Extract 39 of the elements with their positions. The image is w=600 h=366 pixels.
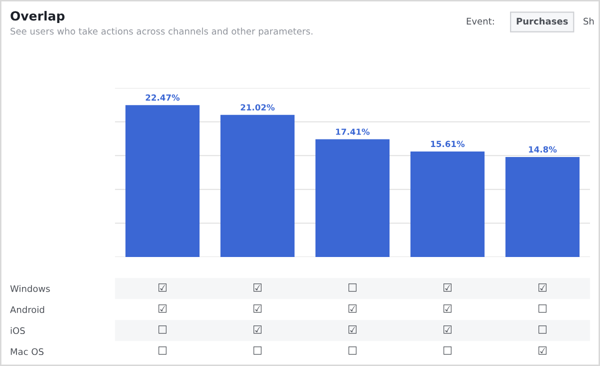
chart-title: Overlap [10, 10, 65, 24]
data-label: 17.41% [336, 128, 370, 135]
text: ☐ [158, 325, 166, 334]
text: ☐ [348, 283, 356, 292]
text: ☑ [444, 304, 452, 313]
text: ☐ [444, 346, 452, 355]
text: Sh [584, 18, 594, 25]
text: ☑ [254, 304, 262, 313]
text: ☑ [444, 283, 452, 292]
text: ☑ [158, 283, 166, 292]
bar [410, 151, 485, 257]
bar [505, 156, 580, 257]
text: ☑ [444, 325, 452, 334]
category-label: Android [10, 306, 44, 314]
text: ☑ [538, 346, 546, 355]
bar [125, 105, 200, 257]
text: ☐ [538, 304, 546, 313]
text: ☐ [348, 346, 356, 355]
text: ☐ [158, 346, 166, 355]
bar [220, 114, 295, 257]
text: ☑ [158, 304, 166, 313]
text: Event: [466, 18, 494, 25]
category-label: Mac OS [10, 348, 44, 356]
text: ☑ [348, 325, 356, 334]
text: ☑ [538, 283, 546, 292]
category-label: Windows [10, 285, 50, 292]
text: ☐ [538, 325, 546, 334]
text: ☑ [348, 304, 356, 313]
text: ☐ [254, 346, 262, 355]
text: ☑ [254, 325, 262, 334]
text: ☑ [254, 283, 262, 292]
text: Purchases [516, 18, 568, 25]
category-label: iOS [10, 327, 25, 334]
data-label: 22.47% [146, 94, 180, 101]
data-label: 15.61% [431, 140, 465, 148]
data-label: 14.8% [528, 146, 557, 153]
bar [315, 139, 390, 257]
data-label: 21.02% [240, 104, 275, 111]
chart-subtitle: See users who take actions across channels and other parameters. [10, 28, 312, 36]
